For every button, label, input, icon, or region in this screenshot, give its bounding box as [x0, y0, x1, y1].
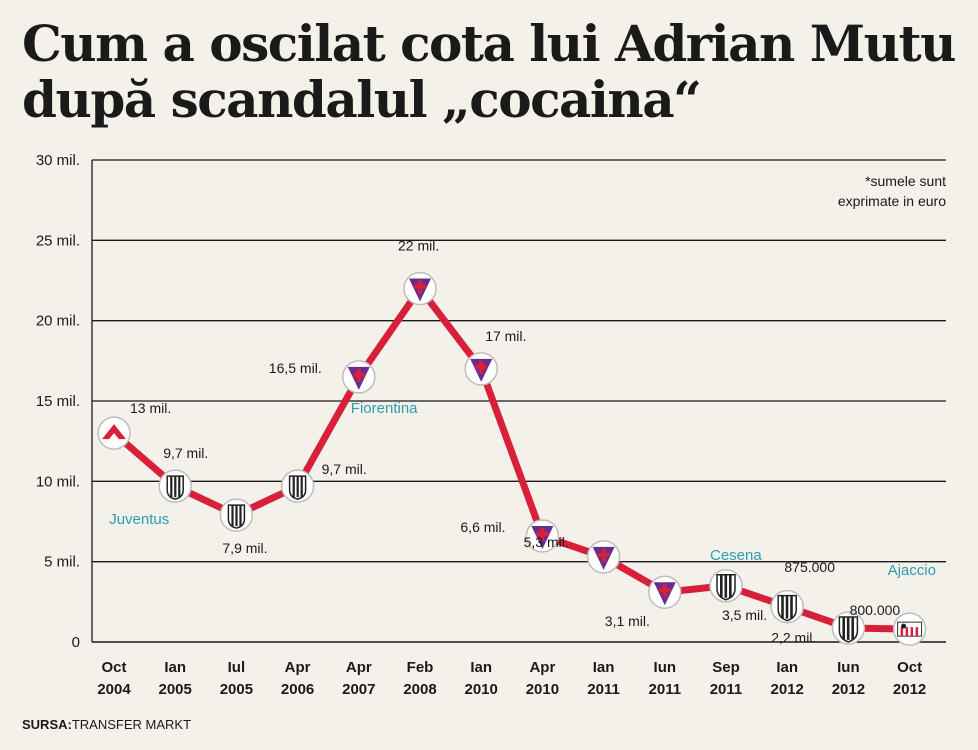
x-tick-year: 2005	[159, 681, 192, 698]
source-credit: SURSA:TRANSFER MARKT	[22, 717, 191, 732]
data-label: 22 mil.	[398, 238, 439, 254]
club-label: Fiorentina	[351, 400, 418, 417]
y-tick-label: 5 mil.	[44, 554, 80, 571]
x-tick-month: Oct	[897, 659, 922, 676]
x-tick-year: 2007	[342, 681, 375, 698]
x-tick-year: 2012	[893, 681, 926, 698]
source-label: SURSA:	[22, 717, 72, 732]
x-tick: Iun 2011	[649, 659, 682, 698]
x-tick-year: 2010	[465, 681, 498, 698]
x-tick-year: 2006	[281, 681, 314, 698]
y-tick-label: 30 mil.	[36, 152, 80, 169]
x-tick: Ian 2011	[587, 659, 620, 698]
y-tick-label: 0	[72, 634, 80, 651]
data-label: 5,3 mil.	[524, 534, 569, 550]
y-axis-ticks: 30 mil. 25 mil. 20 mil. 15 mil. 10 mil. 5 mil…	[36, 152, 80, 651]
x-tick: Oct 2012	[893, 659, 926, 698]
grid-lines	[91, 159, 946, 643]
marker-ajaccio	[892, 612, 927, 646]
x-tick-month: Iul	[228, 659, 246, 676]
x-tick-year: 2004	[97, 681, 131, 698]
x-tick-year: 2012	[832, 681, 865, 698]
club-markers	[97, 271, 927, 646]
data-label: 9,7 mil.	[163, 445, 208, 461]
marker-cesena	[709, 569, 743, 603]
x-tick-year: 2011	[649, 681, 682, 698]
data-label: 875.000	[784, 559, 835, 575]
x-tick-month: Iun	[654, 659, 677, 676]
marker-fiorentina	[648, 575, 682, 609]
x-tick-month: Apr	[529, 659, 555, 676]
x-tick: Apr 2007	[342, 659, 375, 698]
x-tick-month: Ian	[776, 659, 798, 676]
data-label: 3,1 mil.	[605, 613, 650, 629]
x-tick-month: Apr	[285, 659, 311, 676]
marker-fiorentina	[403, 271, 437, 306]
x-tick: Iul 2005	[220, 659, 253, 698]
x-tick-year: 2010	[526, 681, 559, 698]
chart-title-line-2: după scandalul „cocaina“	[22, 70, 702, 129]
club-label: Ajaccio	[888, 562, 936, 579]
data-label: 17 mil.	[485, 328, 526, 344]
x-tick: Feb 2008	[403, 659, 436, 698]
x-tick: Sep 2011	[710, 659, 743, 698]
note-line-1: *sumele sunt	[865, 173, 946, 189]
data-label: 2,2 mil.	[771, 630, 816, 646]
x-axis-ticks: Oct 2004 Ian 2005 Iul 2005 Apr 2006 Apr 2007 Feb 20…	[97, 659, 926, 698]
marker-fiorentina	[525, 519, 560, 553]
line-chart: 30 mil. 25 mil. 20 mil. 15 mil. 10 mil. 5 mil…	[36, 152, 946, 698]
x-tick-month: Iun	[837, 659, 860, 676]
data-label: 9,7 mil.	[322, 461, 367, 477]
x-tick-year: 2011	[587, 681, 620, 698]
x-tick-year: 2011	[710, 681, 743, 698]
x-tick-month: Oct	[101, 659, 126, 676]
marker-cesena	[770, 589, 804, 624]
data-label: 7,9 mil.	[222, 540, 267, 556]
x-tick-year: 2005	[220, 681, 253, 698]
source-value: TRANSFER MARKT	[71, 717, 192, 732]
x-tick-month: Ian	[470, 659, 492, 676]
x-tick: Ian 2005	[159, 659, 192, 698]
data-labels: 13 mil. 9,7 mil. 7,9 mil. 9,7 mil. 16,5 mil.…	[130, 238, 900, 646]
x-tick-month: Sep	[712, 659, 740, 676]
y-tick-label: 10 mil.	[36, 473, 80, 490]
data-label: 16,5 mil.	[269, 360, 322, 376]
x-tick-month: Feb	[407, 659, 434, 676]
club-label: Juventus	[109, 511, 169, 528]
marker-juventus	[219, 498, 254, 532]
x-tick-year: 2012	[771, 681, 804, 698]
x-tick-month: Ian	[593, 659, 615, 676]
y-tick-label: 25 mil.	[36, 232, 80, 249]
chart-title: Cum a oscilat cota lui Adrian Mutu după …	[22, 16, 962, 128]
marker-fiorentina	[464, 352, 498, 386]
x-tick: Iun 2012	[832, 659, 865, 698]
y-tick-label: 20 mil.	[36, 313, 80, 330]
note-line-2: exprimate in euro	[838, 193, 946, 209]
marker-juventus	[280, 469, 315, 503]
x-tick: Apr 2006	[281, 659, 314, 698]
data-label: 3,5 mil.	[722, 607, 767, 623]
data-label: 800.000	[850, 602, 901, 618]
x-tick: Oct 2004	[97, 659, 131, 698]
marker-fiorentina	[342, 360, 376, 394]
x-tick: Ian 2012	[771, 659, 804, 698]
marker-juventus	[158, 469, 192, 503]
club-label: Cesena	[710, 547, 762, 564]
x-tick: Ian 2010	[465, 659, 498, 698]
chart-title-line-1: Cum a oscilat cota lui Adrian Mutu	[22, 14, 956, 73]
marker-cesena	[831, 611, 866, 645]
x-tick-month: Apr	[346, 659, 372, 676]
x-tick-year: 2008	[403, 681, 436, 698]
x-tick-month: Ian	[164, 659, 186, 676]
marker-fiorentina	[586, 540, 621, 574]
marker-chelsea	[97, 416, 131, 450]
y-tick-label: 15 mil.	[36, 393, 80, 410]
data-label: 13 mil.	[130, 400, 171, 416]
x-tick: Apr 2010	[526, 659, 559, 698]
data-label: 6,6 mil.	[460, 519, 505, 535]
club-labels: Juventus Fiorentina Cesena Ajaccio	[109, 400, 936, 579]
